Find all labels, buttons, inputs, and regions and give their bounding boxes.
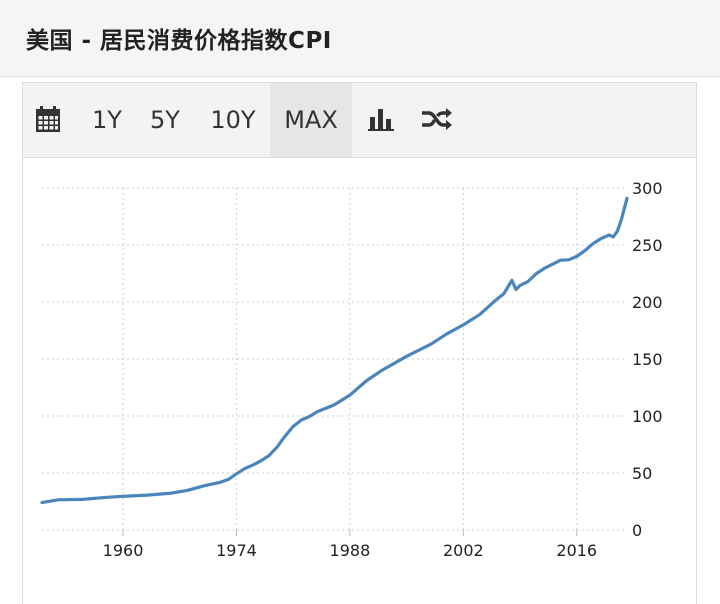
y-tick-label: 100 — [632, 407, 663, 426]
x-tick-label: 1974 — [216, 541, 257, 560]
x-tick-label: 1988 — [330, 541, 371, 560]
range-5y-button[interactable]: 5Y — [150, 106, 180, 134]
calendar-icon[interactable] — [35, 106, 61, 133]
y-tick-label: 300 — [632, 179, 663, 198]
y-tick-label: 250 — [632, 236, 663, 255]
cpi-series-line — [40, 196, 629, 505]
range-1y-button[interactable]: 1Y — [92, 106, 122, 134]
y-tick-label: 200 — [632, 293, 663, 312]
x-tick-label: 1960 — [103, 541, 144, 560]
shuffle-icon[interactable] — [421, 107, 453, 131]
page-header: 美国 - 居民消费价格指数CPI — [0, 0, 720, 77]
page-title: 美国 - 居民消费价格指数CPI — [26, 28, 332, 54]
x-tick-label: 2002 — [443, 541, 484, 560]
chart-lines — [40, 196, 629, 505]
chart-toolbar: 1Y 5Y 10Y MAX — [23, 83, 696, 158]
range-max-button[interactable]: MAX — [270, 83, 352, 157]
y-tick-label: 0 — [632, 521, 642, 540]
bar-chart-icon[interactable] — [368, 107, 394, 131]
chart-panel: 1Y 5Y 10Y MAX — [22, 82, 697, 604]
x-tick-label: 2016 — [556, 541, 597, 560]
range-10y-button[interactable]: 10Y — [210, 106, 256, 134]
y-tick-label: 50 — [632, 464, 652, 483]
y-tick-label: 150 — [632, 350, 663, 369]
chart-grid — [42, 187, 627, 531]
chart-axes: 0 50 100 150 200 250 300 1960 1974 1988 2002 2016 — [103, 179, 663, 560]
